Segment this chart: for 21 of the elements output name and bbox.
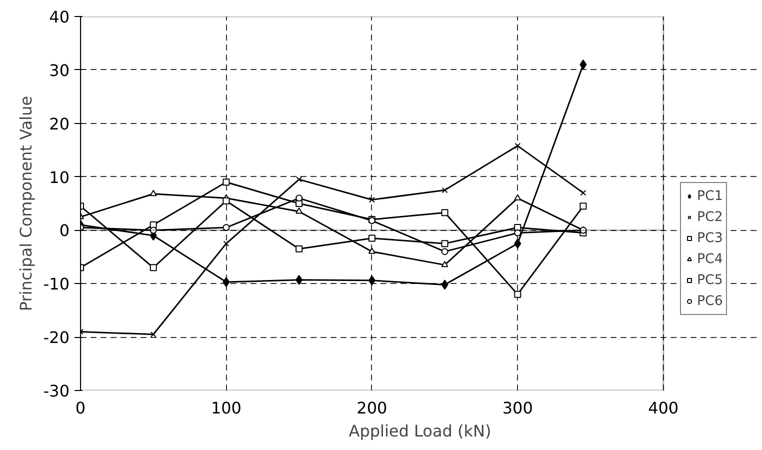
legend-label: PC5 [697,272,723,288]
y-tick-label: -10 [43,274,70,294]
y-tick-label: -20 [43,328,70,348]
x-tick-label: 300 [502,398,533,418]
y-tick-label: 20 [49,114,70,134]
y-tick-label: 30 [49,60,70,80]
x-tick-label: 100 [210,398,242,418]
legend-label: PC4 [697,252,723,266]
x-tick-label: 0 [75,398,86,418]
legend-label: PC1 [697,188,723,204]
legend-label: PC3 [697,230,723,246]
y-axis-title: Principal Component Value [16,96,36,312]
y-tick-label: 40 [49,8,70,26]
y-tick-label: -30 [43,382,70,400]
legend-label: PC2 [697,210,723,224]
x-tick-label: 400 [648,398,679,418]
legend-label: PC6 [697,294,723,308]
x-axis-title: Applied Load (kN) [348,422,492,440]
y-tick-label: 0 [59,221,70,240]
x-tick-label: 200 [356,398,388,418]
y-tick-label: 10 [49,168,70,187]
